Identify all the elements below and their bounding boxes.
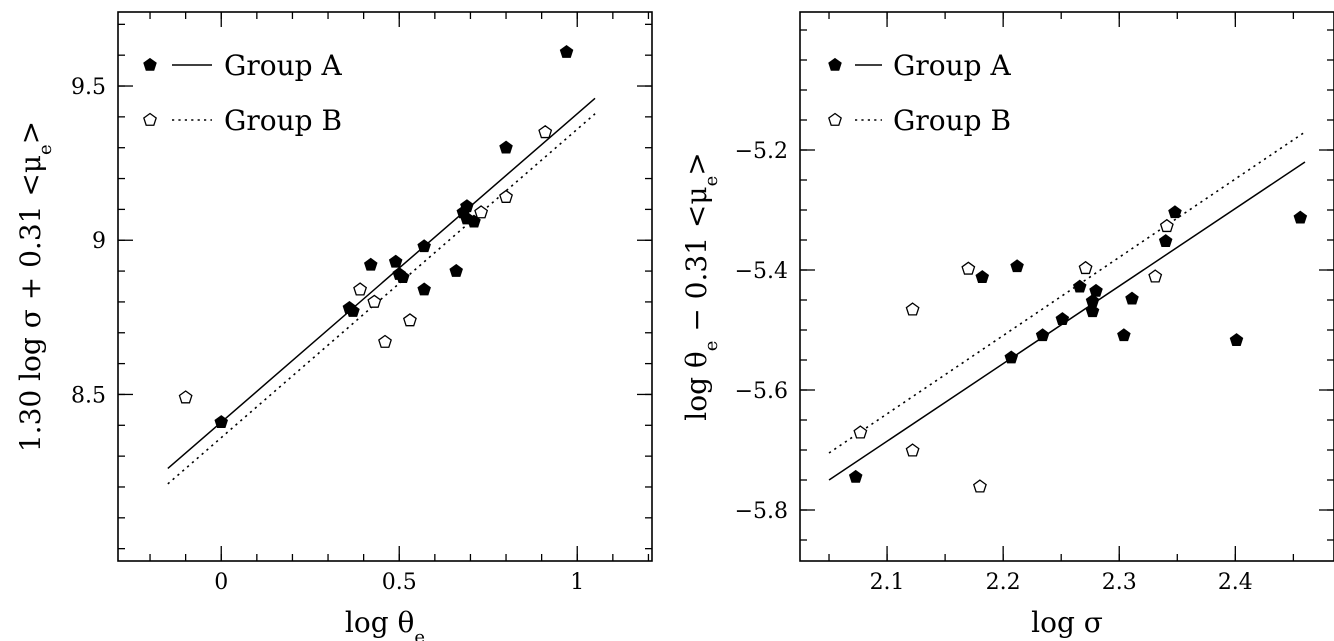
- data-point-open: [1078, 260, 1093, 275]
- data-point-filled: [1004, 350, 1019, 364]
- x-tick-label: 2.1: [870, 570, 905, 595]
- data-point-filled: [1010, 259, 1024, 273]
- y-tick-label: −5.2: [735, 139, 788, 164]
- y-tick-label: 8.5: [71, 383, 106, 408]
- data-point-open: [972, 479, 987, 493]
- x-tick-label: 2.4: [1218, 570, 1253, 595]
- left-scatter-panel: 0 0.5 1 8.5 9 9.5 Group A Group B log θe 1.30 log…: [14, 11, 653, 641]
- data-point-open: [905, 443, 920, 457]
- x-tick-label: 0.5: [382, 570, 417, 595]
- data-point-filled: [1293, 210, 1308, 224]
- data-point-open: [905, 302, 920, 316]
- data-point-filled: [417, 282, 431, 296]
- data-point-filled: [214, 415, 229, 428]
- fit-line-solid: [167, 97, 596, 470]
- y-axis-label: 1.30 log σ + 0.31 <μe>: [14, 121, 56, 452]
- data-point-filled: [1158, 234, 1173, 247]
- y-tick-label: −5.4: [735, 259, 788, 284]
- data-point-open: [499, 189, 513, 203]
- data-point-filled: [1125, 291, 1139, 305]
- y-tick-label: −5.6: [735, 379, 788, 404]
- data-point-filled: [396, 270, 410, 284]
- data-point-filled: [388, 254, 403, 268]
- data-point-open: [1159, 218, 1174, 233]
- data-point-open: [961, 261, 976, 275]
- data-point-filled: [1055, 312, 1070, 325]
- legend-label: Group B: [224, 104, 342, 137]
- data-point-filled: [1085, 294, 1100, 307]
- data-point-filled: [1073, 279, 1087, 293]
- y-axis-label: log θe − 0.31 <μe>: [680, 152, 722, 420]
- x-axis-label: log θe: [345, 606, 425, 641]
- plot-frame: [117, 11, 653, 562]
- data-point-open: [1148, 269, 1163, 283]
- y-tick-label: −5.8: [735, 499, 788, 524]
- data-point-filled: [975, 270, 990, 283]
- data-point-filled: [1168, 205, 1182, 219]
- x-tick-label: 2.3: [1102, 570, 1137, 595]
- legend-marker-filled: [828, 57, 842, 71]
- data-point-open: [402, 313, 417, 327]
- data-point-filled: [460, 199, 474, 213]
- y-tick-label: 9: [92, 229, 106, 254]
- legend-marker-open: [143, 112, 157, 126]
- y-tick-label: 9.5: [71, 75, 106, 100]
- data-point-filled: [1035, 328, 1050, 342]
- legend-marker-filled: [143, 57, 157, 71]
- data-point-open: [178, 390, 193, 404]
- data-point-open: [367, 294, 382, 308]
- fit-line-dotted: [167, 113, 596, 485]
- data-point-open: [538, 124, 553, 139]
- x-tick-label: 1: [570, 570, 584, 595]
- plot-frame: [799, 11, 1334, 562]
- data-point-filled: [363, 257, 378, 271]
- data-point-filled: [1085, 304, 1100, 318]
- data-point-open: [353, 282, 368, 296]
- right-scatter-panel: 2.1 2.2 2.3 2.4 −5.8 −5.6 −5.4 −5.2 Group A Group…: [680, 11, 1334, 639]
- data-point-open: [378, 334, 392, 348]
- legend-marker-open: [828, 112, 842, 126]
- data-point-filled: [559, 44, 574, 58]
- data-point-open: [474, 205, 489, 219]
- data-point-filled: [346, 304, 360, 317]
- legend-label: Group A: [893, 49, 1011, 82]
- x-tick-label: 2.2: [986, 570, 1021, 595]
- data-point-filled: [449, 263, 463, 277]
- fit-line-dotted: [828, 131, 1306, 454]
- legend-label: Group A: [224, 49, 342, 82]
- data-point-filled: [1229, 333, 1244, 346]
- legend-label: Group B: [893, 104, 1011, 137]
- x-axis-label: log σ: [1031, 606, 1103, 639]
- data-point-filled: [848, 469, 863, 483]
- data-point-filled: [499, 140, 513, 154]
- data-point-filled: [1117, 328, 1131, 342]
- data-point-open: [853, 425, 868, 439]
- data-point-filled: [417, 239, 431, 253]
- data-point-filled: [1089, 283, 1103, 297]
- x-tick-label: 0: [214, 570, 228, 595]
